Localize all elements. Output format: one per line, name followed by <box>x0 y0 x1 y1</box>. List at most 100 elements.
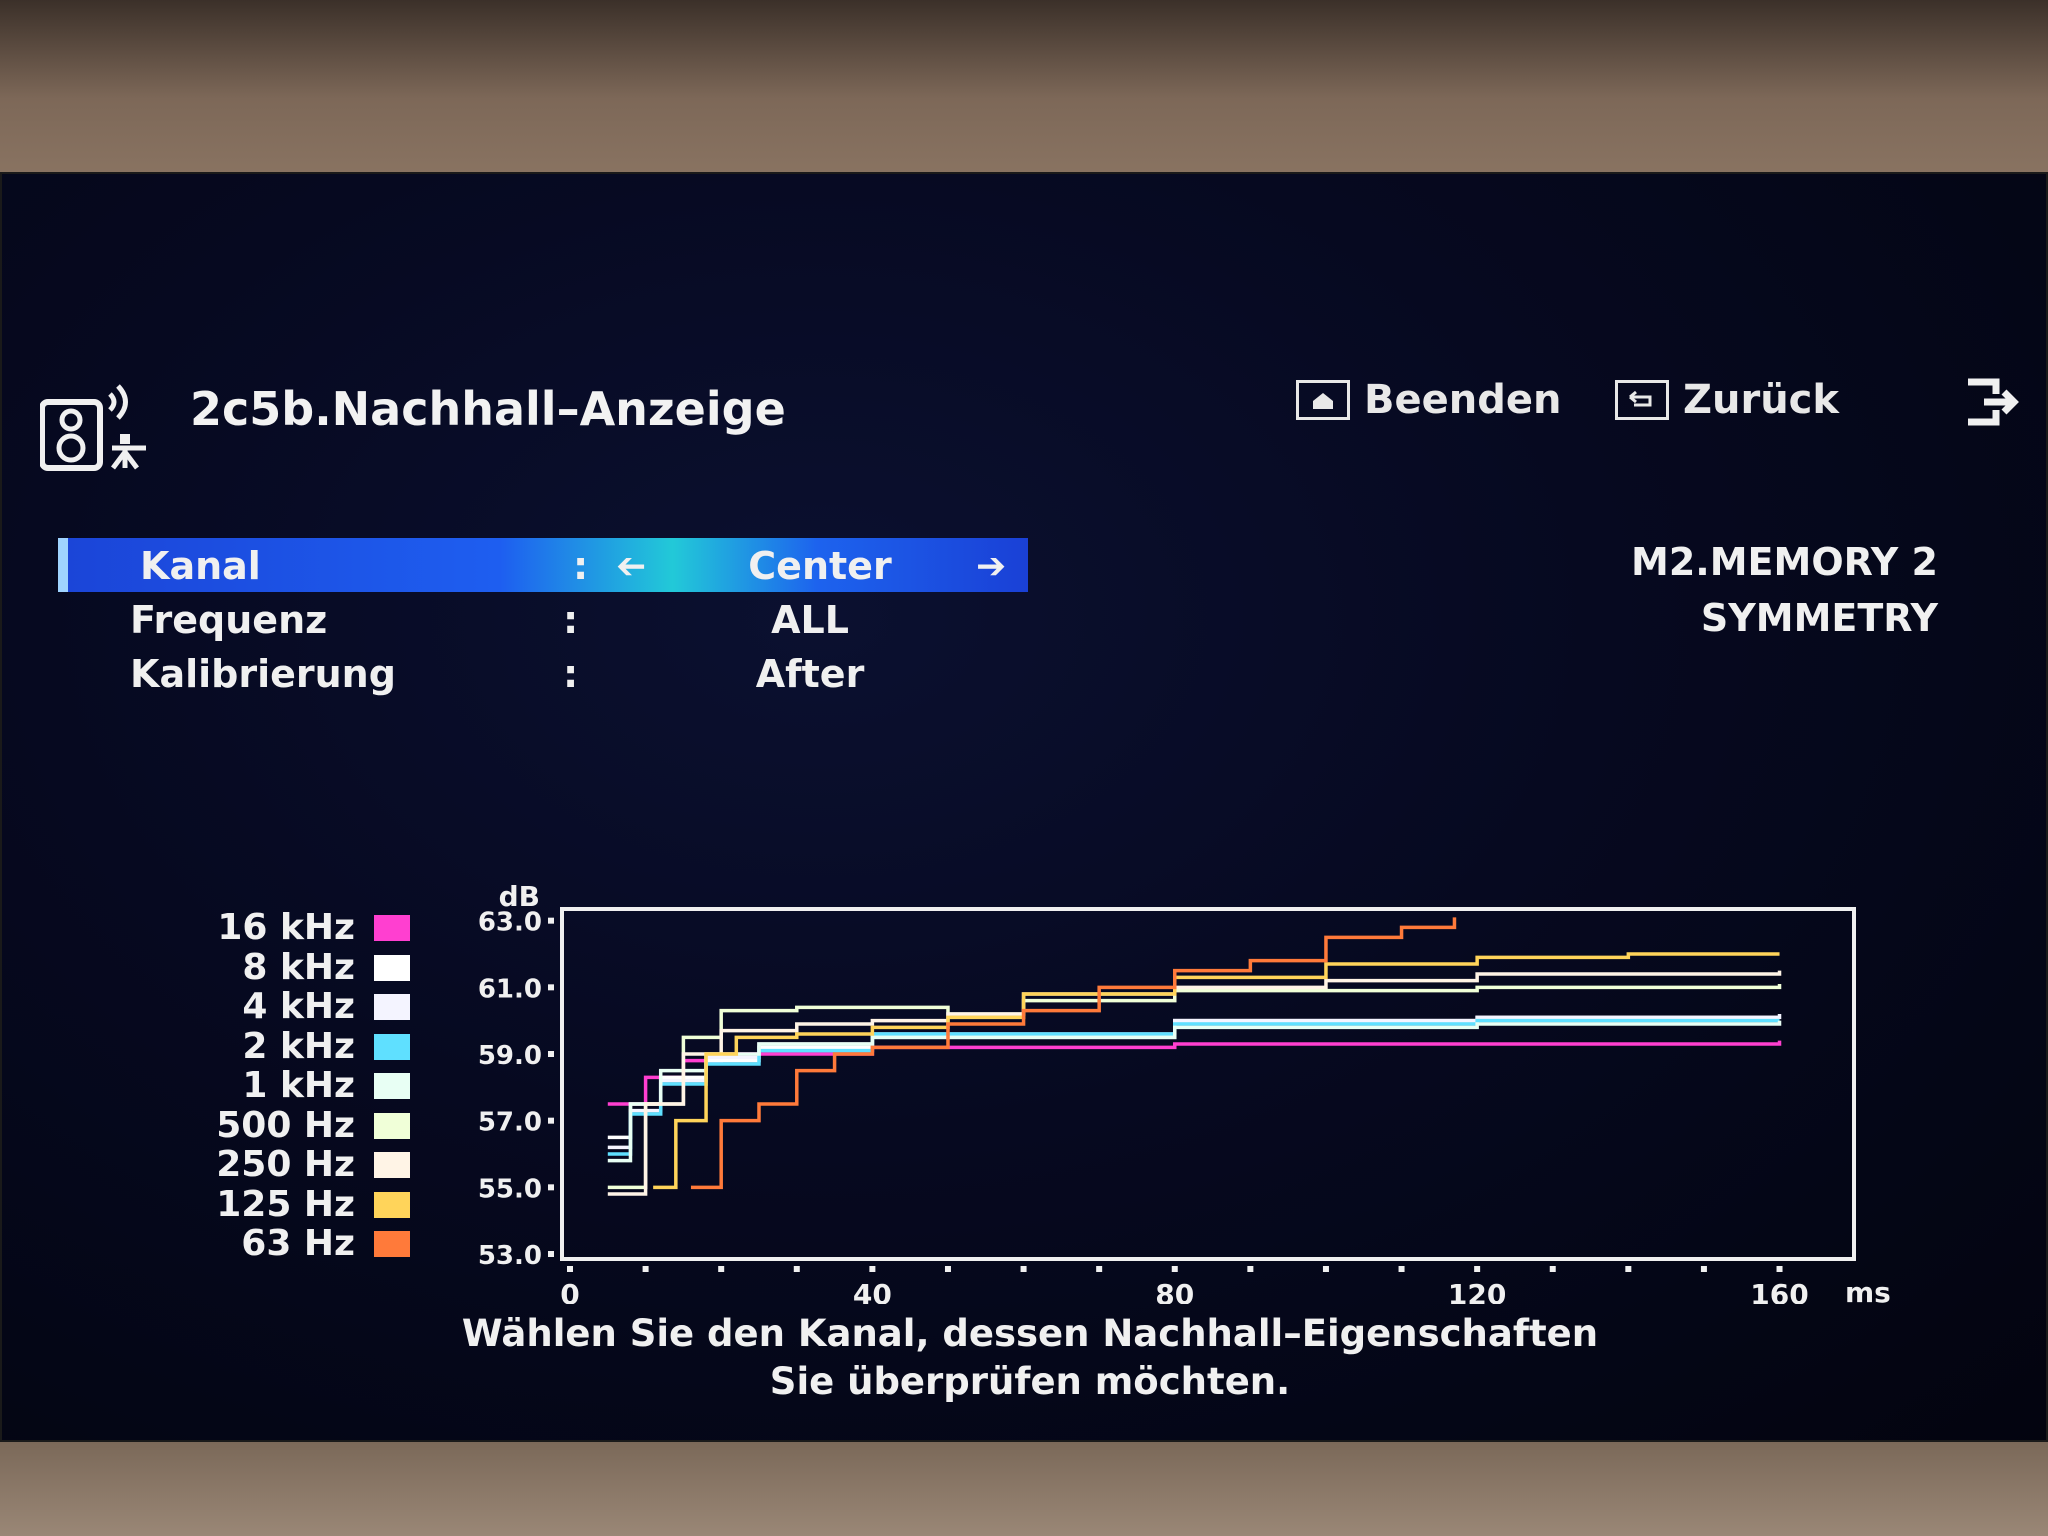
x-tick-mark <box>1625 1266 1632 1272</box>
series-line <box>690 917 1457 1190</box>
page-title: 2c5b.Nachhall–Anzeige <box>190 382 786 436</box>
help-line-2: Sie überprüfen möchten. <box>769 1360 1291 1403</box>
wall-background-top <box>0 0 2048 180</box>
tv-screen: 2c5b.Nachhall–Anzeige Beenden Zurück Kan… <box>0 172 2048 1442</box>
legend-label: 250 Hz <box>216 1144 355 1185</box>
x-tick-mark <box>1549 1266 1556 1272</box>
y-tick-label: 55.0 <box>478 1174 542 1204</box>
memory-mode: SYMMETRY <box>1700 596 1938 640</box>
menu-label-frequenz: Frequenz <box>130 598 328 642</box>
x-tick-mark <box>642 1266 649 1272</box>
legend-swatch <box>374 1191 410 1218</box>
x-tick-mark <box>1776 1266 1783 1272</box>
x-tick-mark <box>1322 1266 1329 1272</box>
legend-item: 16 kHz <box>150 907 430 948</box>
legend-item: 8 kHz <box>150 946 430 988</box>
legend-swatch <box>374 915 410 941</box>
legend-swatch <box>374 1231 410 1257</box>
legend-swatch <box>374 1073 410 1099</box>
legend-swatch <box>374 1152 410 1178</box>
legend-label: 16 kHz <box>217 907 355 948</box>
y-axis-label: dB <box>499 884 540 913</box>
y-tick-label: 63.0 <box>478 908 542 938</box>
memory-name: M2.MEMORY 2 <box>1631 540 1938 584</box>
x-tick-mark <box>1020 1266 1027 1272</box>
y-tick-mark <box>548 1251 554 1257</box>
menu-value-frequenz: ALL <box>771 598 849 642</box>
series-line <box>607 970 1782 1196</box>
menu-colon: : <box>563 598 579 642</box>
x-tick-mark <box>1700 1266 1707 1272</box>
legend-item: 63 Hz <box>150 1223 430 1264</box>
legend-label: 2 kHz <box>242 1025 355 1067</box>
series-line <box>607 1015 1780 1140</box>
y-tick-label: 61.0 <box>478 974 542 1004</box>
series-line <box>607 1040 1782 1106</box>
menu-label-kanal: Kanal <box>140 544 261 588</box>
legend-swatch <box>374 994 410 1020</box>
menu-colon: : <box>563 652 579 696</box>
menu-row-kanal[interactable]: Kanal : ➔ Center ➔ <box>58 538 1028 592</box>
menu-value-kanal: Center <box>748 544 892 588</box>
legend-swatch <box>374 1112 410 1139</box>
y-tick-label: 59.0 <box>478 1041 542 1071</box>
menu-value-kalibrierung: After <box>755 652 865 696</box>
legend-swatch <box>374 954 410 981</box>
chart-legend: 16 kHz 8 kHz 4 kHz 2 kHz 1 kHz 500 Hz 25… <box>150 907 430 1264</box>
return-key-icon <box>1615 380 1669 420</box>
legend-label: 63 Hz <box>241 1223 355 1264</box>
arrow-right-icon[interactable]: ➔ <box>976 546 1007 587</box>
x-tick-mark <box>1398 1266 1405 1272</box>
back-button[interactable]: Zurück <box>1615 377 1839 423</box>
x-tick-mark <box>793 1266 800 1272</box>
legend-swatch <box>374 1033 410 1060</box>
plot-frame <box>560 907 1856 1261</box>
x-tick-mark <box>567 1266 573 1272</box>
y-tick-mark <box>548 1184 554 1191</box>
legend-item: 1 kHz <box>150 1065 430 1106</box>
y-tick-label: 53.0 <box>478 1241 542 1271</box>
memory-info: M2.MEMORY 2 SYMMETRY <box>1631 534 1938 646</box>
help-text: Wählen Sie den Kanal, dessen Nachhall–Ei… <box>250 1310 1810 1406</box>
x-tick-label: 0 <box>560 1278 579 1304</box>
y-tick-mark <box>548 984 554 991</box>
back-label: Zurück <box>1683 377 1839 423</box>
exit-icon[interactable] <box>1960 372 2020 432</box>
help-line-1: Wählen Sie den Kanal, dessen Nachhall–Ei… <box>461 1312 1599 1355</box>
legend-label: 8 kHz <box>242 946 355 988</box>
home-key-icon <box>1296 380 1350 420</box>
legend-item: 2 kHz <box>150 1025 430 1067</box>
wall-background-bottom <box>0 1440 2048 1536</box>
legend-item: 250 Hz <box>150 1144 430 1185</box>
arrow-left-icon[interactable]: ➔ <box>616 546 647 587</box>
x-tick-mark <box>1474 1266 1481 1272</box>
exit-label: Beenden <box>1364 377 1562 423</box>
menu-row-frequenz[interactable]: Frequenz : ALL <box>58 592 1028 646</box>
menu-row-kalibrierung[interactable]: Kalibrierung : After <box>58 646 1028 700</box>
x-tick-label: 40 <box>853 1278 892 1304</box>
menu-label-kalibrierung: Kalibrierung <box>130 652 396 696</box>
y-tick-mark <box>548 1117 554 1124</box>
legend-item: 500 Hz <box>150 1104 430 1146</box>
legend-label: 500 Hz <box>216 1104 355 1146</box>
y-tick-label: 57.0 <box>478 1108 542 1138</box>
x-tick-label: 160 <box>1750 1278 1808 1304</box>
x-tick-label: 120 <box>1448 1278 1506 1304</box>
x-tick-mark <box>869 1266 876 1272</box>
legend-item: 125 Hz <box>150 1183 430 1225</box>
legend-label: 1 kHz <box>242 1065 355 1106</box>
series-line <box>607 1014 1782 1150</box>
y-tick-mark <box>548 1051 554 1057</box>
speaker-mic-icon <box>40 384 146 471</box>
series-line <box>607 984 1782 1190</box>
x-tick-mark <box>718 1266 725 1272</box>
legend-label: 125 Hz <box>216 1183 355 1225</box>
exit-button[interactable]: Beenden <box>1296 377 1561 423</box>
x-tick-mark <box>944 1266 951 1272</box>
x-tick-mark <box>1247 1266 1254 1272</box>
series-line <box>607 1018 1780 1156</box>
x-tick-label: 80 <box>1155 1278 1194 1304</box>
x-tick-mark <box>1171 1266 1178 1272</box>
legend-item: 4 kHz <box>150 986 430 1027</box>
